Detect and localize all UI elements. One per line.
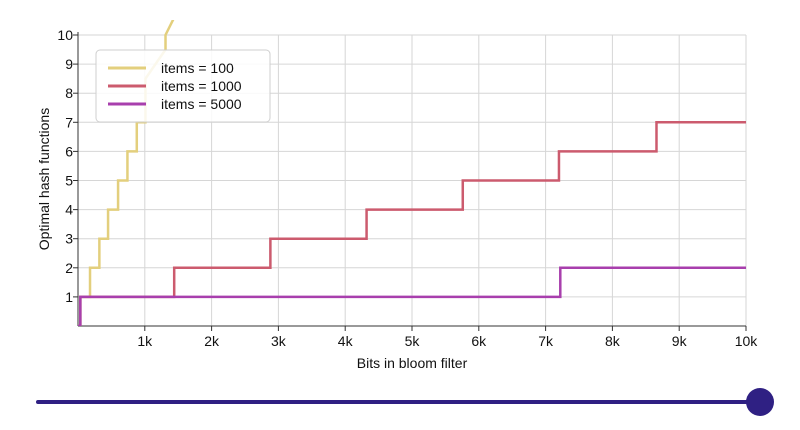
legend-label: items = 1000	[161, 78, 242, 94]
x-tick-label: 4k	[338, 333, 354, 349]
y-tick-label: 6	[65, 143, 73, 159]
chart-svg: 1k 2k 3k 4k 5k 6k 7k 8k 9k 10k 1 2 3 4 5 6 7 8 9 10 Bits i…	[36, 20, 758, 371]
slider-track[interactable]	[36, 400, 760, 404]
x-tick-label: 1k	[137, 333, 153, 349]
y-axis-title: Optimal hash functions	[36, 108, 52, 250]
x-tick-label: 3k	[271, 333, 287, 349]
x-axis-title: Bits in bloom filter	[357, 355, 468, 371]
x-tick-label: 6k	[471, 333, 487, 349]
x-tick-label: 7k	[538, 333, 554, 349]
y-tick-label: 5	[65, 173, 73, 189]
series-line-3	[78, 266, 746, 326]
y-tick-label: 10	[57, 27, 73, 43]
x-tick-label: 10k	[735, 333, 759, 349]
y-tick-labels: 1 2 3 4 5 6 7 8 9 10	[57, 27, 78, 305]
chart: 1k 2k 3k 4k 5k 6k 7k 8k 9k 10k 1 2 3 4 5 6 7 8 9 10 Bits i…	[36, 20, 758, 371]
x-tick-label: 9k	[672, 333, 688, 349]
y-tick-label: 7	[65, 114, 73, 130]
x-tick-labels: 1k 2k 3k 4k 5k 6k 7k 8k 9k 10k	[137, 326, 758, 349]
x-tick-label: 8k	[605, 333, 621, 349]
x-tick-label: 2k	[204, 333, 220, 349]
legend: items = 100 items = 1000 items = 5000	[95, 49, 271, 123]
y-tick-label: 1	[65, 289, 73, 305]
y-tick-label: 9	[65, 56, 73, 72]
y-tick-label: 4	[65, 202, 73, 218]
x-tick-label: 5k	[405, 333, 421, 349]
y-tick-label: 3	[65, 231, 73, 247]
slider[interactable]	[0, 380, 800, 430]
y-tick-label: 8	[65, 85, 73, 101]
legend-label: items = 5000	[161, 96, 242, 112]
legend-label: items = 100	[161, 60, 234, 76]
slider-thumb[interactable]	[746, 388, 774, 416]
y-tick-label: 2	[65, 260, 73, 276]
